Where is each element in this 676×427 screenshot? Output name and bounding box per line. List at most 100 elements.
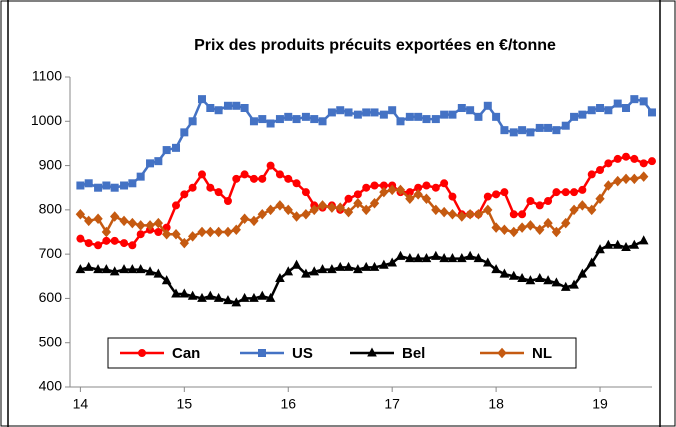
marker xyxy=(309,266,320,276)
marker xyxy=(370,108,379,117)
marker xyxy=(75,209,86,220)
marker xyxy=(525,220,536,231)
marker xyxy=(258,174,267,183)
marker xyxy=(292,179,301,188)
marker xyxy=(508,270,519,280)
marker xyxy=(577,200,588,211)
marker xyxy=(231,297,242,307)
marker xyxy=(395,184,406,196)
marker xyxy=(570,112,579,121)
marker xyxy=(509,210,518,219)
marker xyxy=(413,253,423,263)
marker xyxy=(483,192,492,201)
marker xyxy=(421,253,432,263)
marker xyxy=(188,183,197,192)
marker xyxy=(439,206,449,218)
marker xyxy=(430,250,441,260)
marker xyxy=(327,202,337,213)
legend-label: Can xyxy=(172,345,200,362)
y-tick-label: 1000 xyxy=(31,112,62,128)
marker xyxy=(179,288,190,298)
marker xyxy=(509,128,518,137)
marker xyxy=(482,257,493,267)
marker xyxy=(456,253,467,263)
marker xyxy=(239,213,250,224)
marker xyxy=(431,183,440,192)
marker xyxy=(83,261,94,271)
marker xyxy=(344,108,353,117)
marker xyxy=(603,239,614,249)
marker xyxy=(266,119,275,128)
marker xyxy=(136,172,145,181)
marker xyxy=(102,236,111,245)
marker xyxy=(561,188,570,197)
marker xyxy=(517,222,527,233)
marker xyxy=(648,108,656,117)
marker xyxy=(543,275,553,285)
marker xyxy=(197,226,207,238)
marker xyxy=(431,115,440,124)
marker xyxy=(257,290,268,300)
marker xyxy=(232,101,241,110)
marker xyxy=(387,257,398,267)
marker xyxy=(457,104,466,112)
marker xyxy=(483,101,492,110)
marker xyxy=(336,106,345,115)
marker xyxy=(171,228,181,240)
marker xyxy=(440,110,449,119)
x-tick-label: 19 xyxy=(592,396,608,412)
marker xyxy=(119,264,129,274)
marker xyxy=(629,239,640,249)
marker xyxy=(283,266,294,276)
marker xyxy=(362,183,371,192)
marker xyxy=(75,264,86,274)
chart-title: Prix des produits précuits exportées en … xyxy=(194,37,556,54)
marker xyxy=(335,261,346,271)
marker xyxy=(214,106,223,115)
marker xyxy=(76,181,85,190)
y-tick-label: 1100 xyxy=(32,68,62,84)
marker xyxy=(110,211,120,222)
marker xyxy=(526,128,535,137)
marker xyxy=(551,277,562,287)
marker xyxy=(249,292,259,302)
marker xyxy=(413,189,423,200)
marker xyxy=(180,128,189,137)
legend-label: US xyxy=(292,345,313,362)
marker xyxy=(526,197,535,205)
marker xyxy=(291,211,302,222)
marker xyxy=(275,200,285,211)
marker xyxy=(94,241,103,250)
marker xyxy=(379,110,388,119)
marker xyxy=(240,104,249,112)
marker xyxy=(570,188,579,197)
marker xyxy=(604,159,613,168)
marker xyxy=(629,173,640,185)
marker xyxy=(292,115,301,124)
legend-box xyxy=(107,337,577,369)
y-tick-label: 400 xyxy=(39,378,63,394)
marker xyxy=(535,224,545,236)
marker xyxy=(284,174,293,183)
marker xyxy=(249,117,258,126)
marker xyxy=(187,231,198,242)
marker xyxy=(94,183,103,192)
marker xyxy=(145,266,155,276)
marker xyxy=(275,272,285,282)
marker xyxy=(275,115,284,124)
marker xyxy=(249,215,259,227)
marker xyxy=(265,204,276,216)
marker xyxy=(361,261,372,271)
y-tick-label: 500 xyxy=(39,333,63,349)
marker xyxy=(138,349,146,357)
marker xyxy=(422,181,431,190)
marker xyxy=(518,210,527,219)
marker xyxy=(317,200,328,211)
marker xyxy=(291,259,302,269)
marker xyxy=(621,241,631,251)
marker xyxy=(578,185,587,194)
marker xyxy=(232,174,241,183)
marker xyxy=(301,188,310,197)
x-tick-label: 15 xyxy=(177,396,193,412)
marker xyxy=(223,197,232,205)
